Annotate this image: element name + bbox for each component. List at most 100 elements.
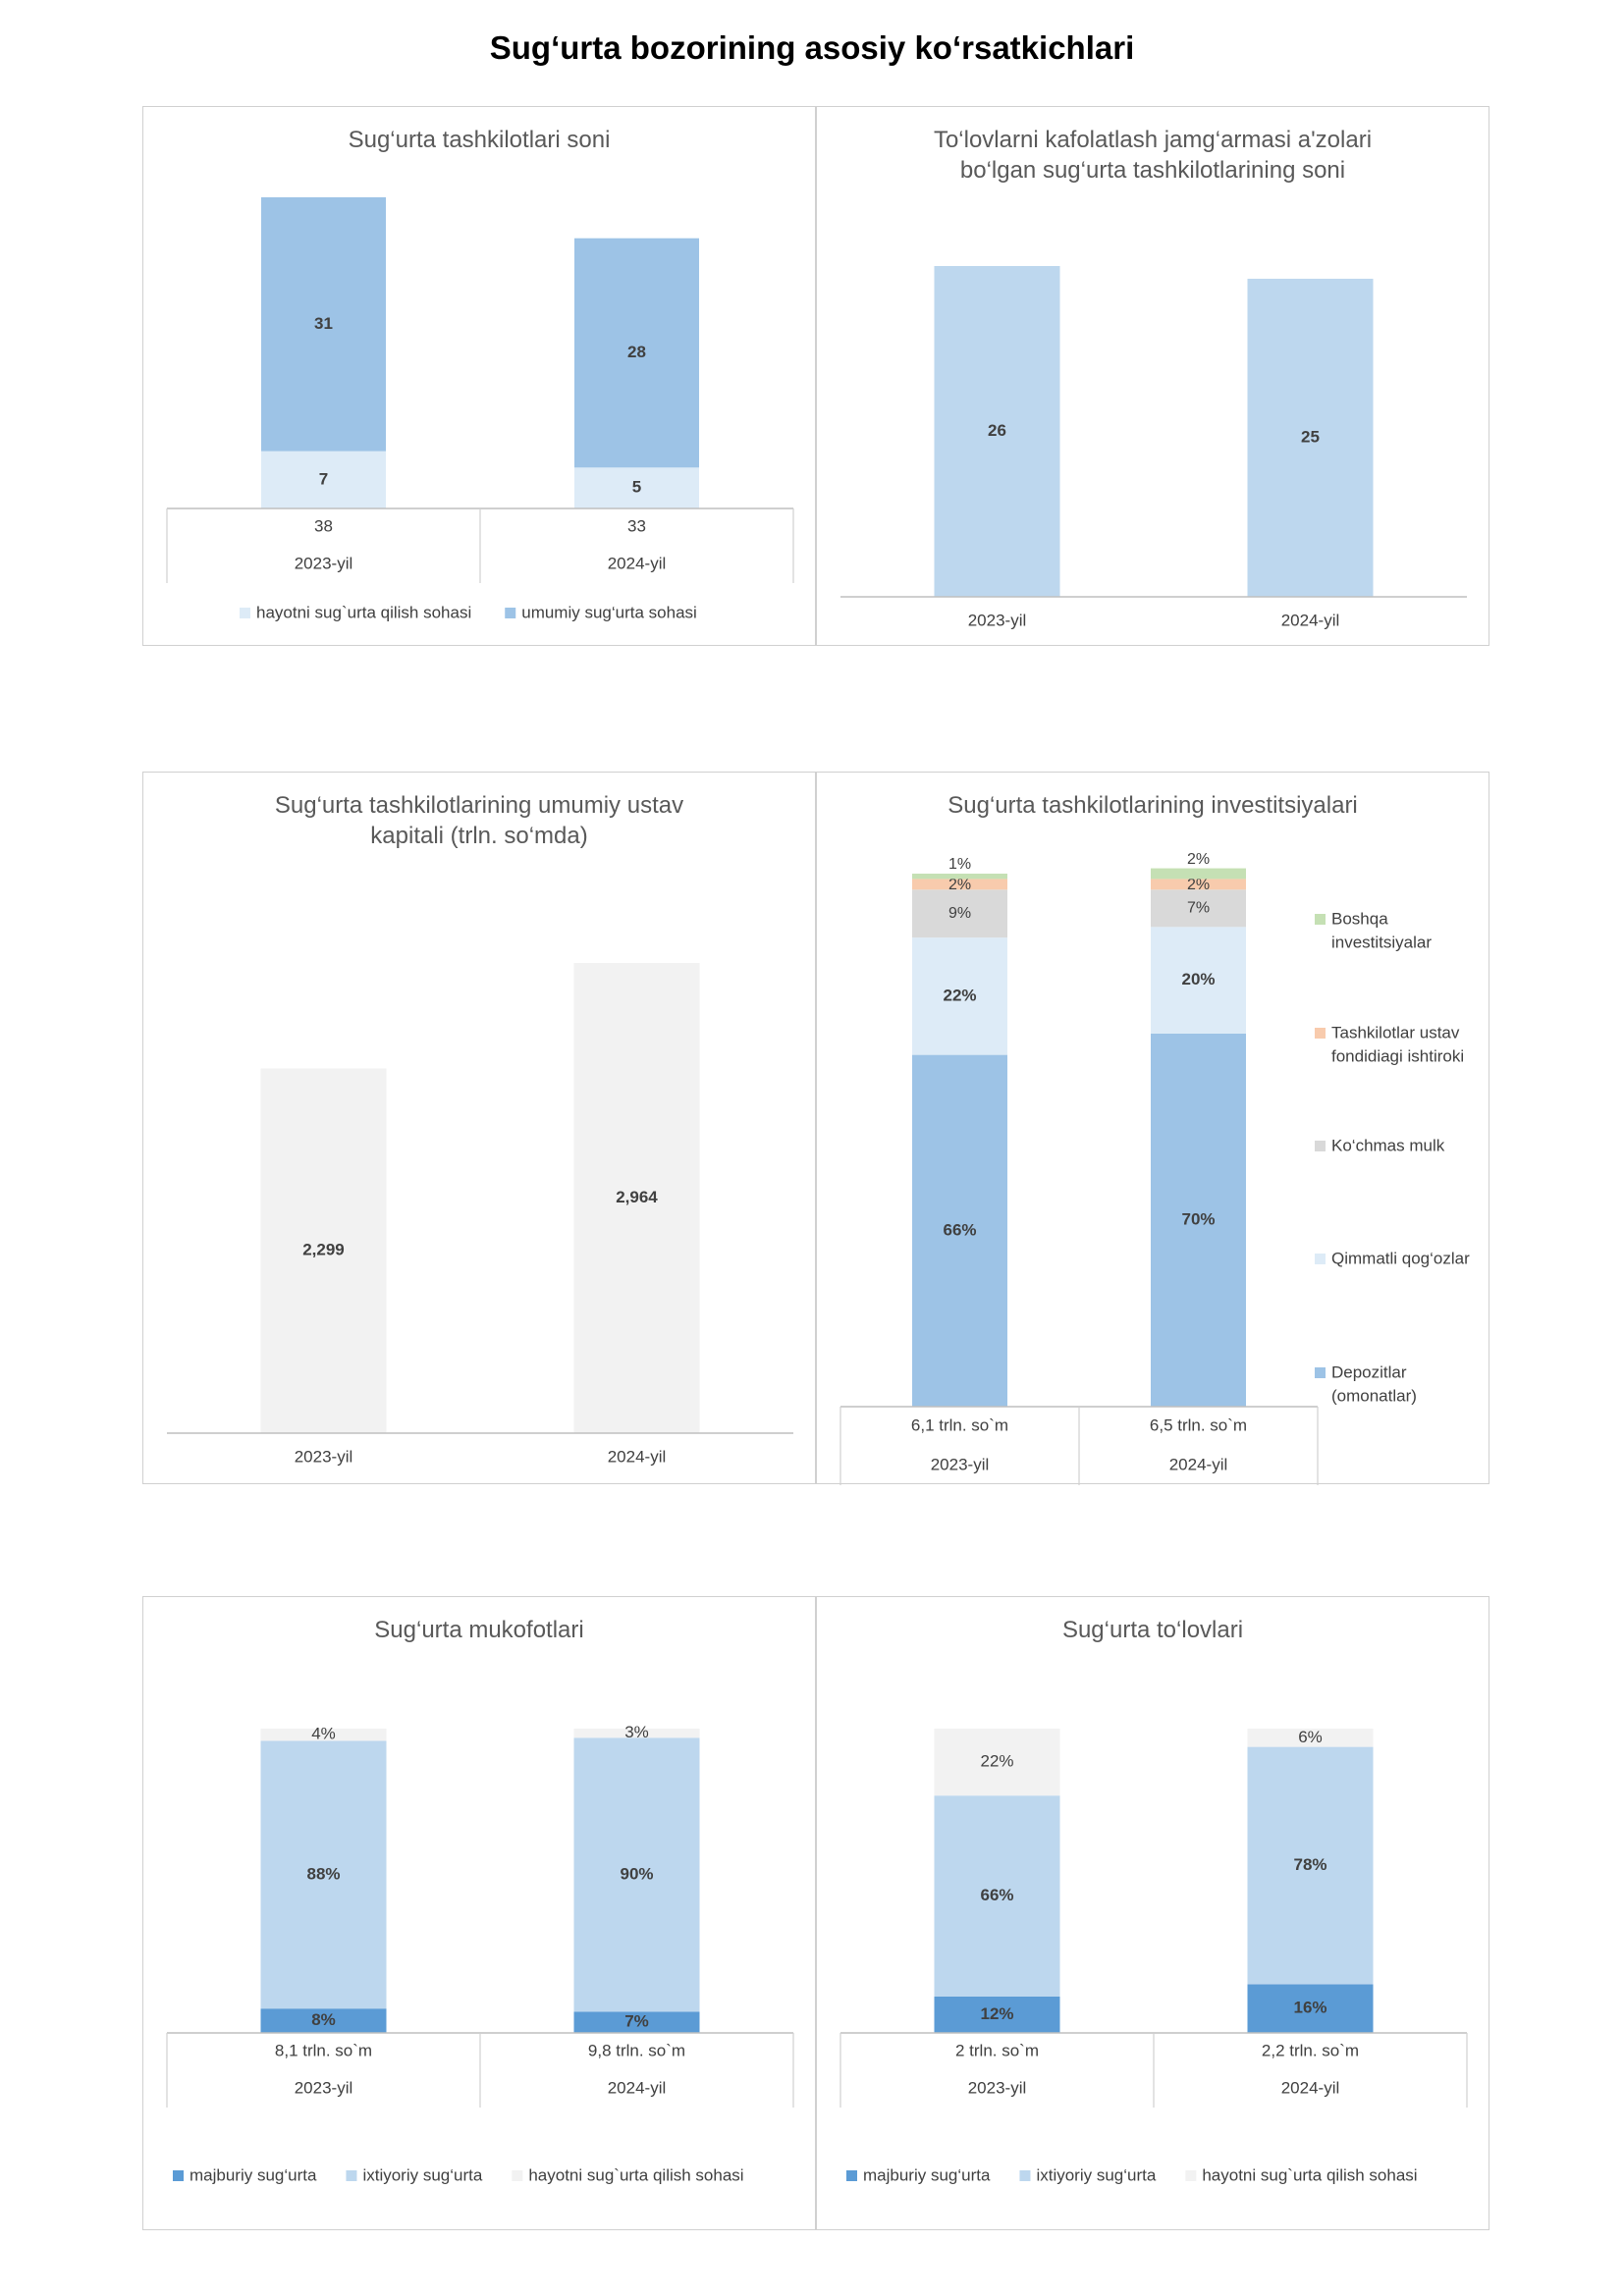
bar-segment (1151, 1033, 1246, 1407)
bar-segment (934, 1996, 1060, 2033)
legend-label: majburiy sug‘urta (863, 2165, 991, 2184)
x-tick-label: 2024-yil (1281, 2078, 1340, 2097)
legend-label: ixtiyoriy sug‘urta (362, 2165, 482, 2184)
legend-label: hayotni sug`urta qilish sohasi (256, 603, 471, 621)
total-label: 33 (627, 516, 646, 535)
data-label: 2,299 (302, 1241, 345, 1259)
data-label: 20% (1181, 970, 1215, 988)
data-label: 66% (980, 1886, 1013, 1904)
x-tick-label: 2023-yil (968, 2078, 1027, 2097)
data-label: 12% (980, 2004, 1013, 2023)
bar (934, 266, 1060, 597)
legend-label: hayotni sug`urta qilish sohasi (1202, 2165, 1417, 2184)
legend-swatch (240, 608, 250, 618)
data-label: 8% (311, 2010, 336, 2029)
bar-segment (573, 1737, 700, 2012)
legend-label: majburiy sug‘urta (189, 2165, 317, 2184)
bar-segment (912, 879, 1007, 890)
bar-segment (912, 1054, 1007, 1407)
chart-title: Sug‘urta to‘lovlari (1061, 1617, 1244, 1643)
data-label: 4% (311, 1725, 336, 1743)
legend-label: Ko‘chmas mulk (1331, 1136, 1445, 1154)
x-tick-label: 2024-yil (608, 554, 667, 572)
bar-segment (1151, 889, 1246, 928)
data-label: 5 (632, 478, 641, 497)
data-label: 22% (980, 1752, 1013, 1771)
chart-organizations-count: 7 31 5 28 38 2023-yil 33 2024-yil hayotni sug`ur… (166, 197, 794, 621)
data-label: 26 (988, 421, 1006, 440)
bar (573, 963, 700, 1433)
chart-panel-charter-capital: Sug‘urta tashkilotlarining umumiy ustav … (142, 772, 816, 1484)
legend-swatch (1315, 1367, 1326, 1378)
total-label: 8,1 trln. so`m (275, 2041, 372, 2059)
total-label: 2,2 trln. so`m (1262, 2041, 1359, 2059)
total-label: 2 trln. so`m (955, 2041, 1039, 2059)
legend-label: ixtiyoriy sug‘urta (1036, 2165, 1156, 2184)
bar-segment (574, 467, 699, 508)
legend-swatch (512, 2170, 523, 2181)
data-label: 3% (624, 1723, 649, 1741)
x-tick-label: 2024-yil (1281, 611, 1340, 629)
data-label: 78% (1293, 1855, 1326, 1874)
bar-segment (1247, 1984, 1374, 2033)
bar-segment (1247, 1729, 1374, 1747)
data-label: 70% (1181, 1209, 1215, 1228)
chart-panel-investments: Sug‘urta tashkilotlarining investitsiyal… (816, 772, 1489, 1485)
x-tick-label: 2023-yil (295, 554, 353, 572)
legend-label: Tashkilotlar ustav (1331, 1023, 1460, 1041)
data-label: 2% (948, 877, 971, 893)
legend-label: investitsiyalar (1331, 933, 1432, 951)
bar-segment (573, 1729, 700, 1738)
total-label: 6,1 trln. so`m (911, 1415, 1008, 1434)
data-label: 25 (1301, 427, 1320, 446)
chart-panel-organizations-count: Sug‘urta tashkilotlari soni 7 31 5 28 38 2023… (142, 106, 816, 646)
legend-swatch (1315, 1254, 1326, 1264)
total-label: 6,5 trln. so`m (1150, 1415, 1247, 1434)
chart-title: Sug‘urta tashkilotlari soni (348, 127, 611, 153)
data-label: 22% (943, 986, 976, 1004)
data-label: 16% (1293, 1999, 1326, 2017)
bar-segment (912, 889, 1007, 938)
bar-segment (934, 1729, 1060, 1796)
x-tick-label: 2024-yil (608, 2078, 667, 2097)
legend-swatch (1315, 1028, 1326, 1039)
data-label: 88% (306, 1864, 340, 1883)
bar-segment (260, 2008, 387, 2033)
bar (1247, 278, 1374, 597)
data-label: 90% (620, 1864, 653, 1883)
x-tick-label: 2023-yil (295, 2078, 353, 2097)
legend-swatch (1019, 2170, 1031, 2181)
chart-panel-guarantee-fund-members: To‘lovlarni kafolatlash jamg‘armasi a'zo… (816, 106, 1489, 646)
x-tick-label: 2024-yil (608, 1447, 667, 1466)
data-label: 2,964 (616, 1188, 658, 1206)
legend-label: hayotni sug`urta qilish sohasi (528, 2165, 743, 2184)
total-label: 9,8 trln. so`m (588, 2041, 685, 2059)
bar-segment (912, 937, 1007, 1055)
bar-segment (261, 197, 386, 452)
data-label: 1% (948, 856, 971, 873)
legend-swatch (1185, 2170, 1197, 2181)
chart-panel-payments: Sug‘urta to‘lovlari 12% 66% 22% 16% 78% 6% 2 t… (816, 1596, 1489, 2230)
bar-segment (260, 1729, 387, 1741)
bar-segment (260, 1740, 387, 2009)
bar-segment (1151, 927, 1246, 1034)
legend-label: umumiy sug‘urta sohasi (521, 603, 697, 621)
data-label: 31 (314, 314, 333, 333)
chart-charter-capital: 2,299 2023-yil 2,964 2024-yil (167, 963, 793, 1466)
chart-investments: 66% 22% 9% 2% 1% 70% 20% 7% 2% 2% 6,1 trln. so`m 20… (839, 851, 1470, 1485)
legend-swatch (1315, 1141, 1326, 1151)
bar-segment (261, 451, 386, 508)
legend-swatch (173, 2170, 184, 2181)
data-label: 28 (627, 343, 646, 361)
chart-guarantee-fund-members: 26 2023-yil 25 2024-yil (840, 266, 1467, 629)
chart-panel-premiums: Sug‘urta mukofotlari 8% 88% 4% 7% 90% 3% 8,1 t… (142, 1596, 816, 2230)
bar-segment (574, 238, 699, 468)
chart-title: Sug‘urta tashkilotlarining investitsiyal… (947, 792, 1358, 819)
data-label: 9% (948, 905, 971, 922)
data-label: 2% (1187, 851, 1210, 868)
bar-segment (912, 874, 1007, 880)
x-tick-label: 2023-yil (295, 1447, 353, 1466)
legend-label: Depozitlar (1331, 1362, 1407, 1381)
chart-title: Sug‘urta tashkilotlarining umumiy ustav … (274, 792, 684, 849)
page-title: Sug‘urta bozorining asosiy ko‘rsatkichla… (489, 29, 1135, 66)
